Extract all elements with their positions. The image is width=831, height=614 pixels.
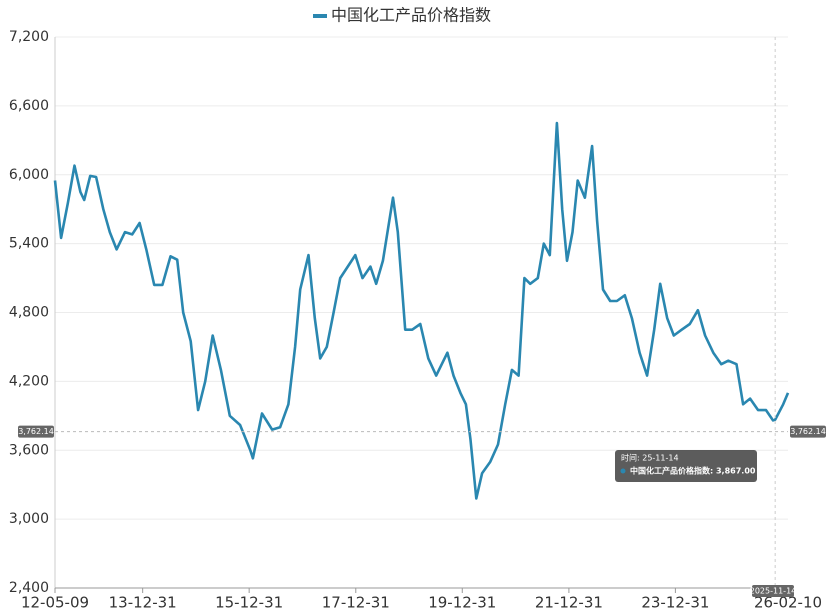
tooltip-bg xyxy=(615,450,757,482)
tooltip-dot xyxy=(620,468,626,474)
y-tick-label: 5,400 xyxy=(9,236,49,252)
x-tick-label: 12-05-09 xyxy=(21,594,89,612)
y-tick-label: 4,800 xyxy=(9,305,49,321)
x-tick-label: 23-12-31 xyxy=(641,594,709,612)
crosshair-label-bg xyxy=(18,425,54,438)
line-series xyxy=(53,121,790,500)
crosshair-label-bg xyxy=(790,425,826,438)
y-tick-label: 6,600 xyxy=(9,98,49,114)
x-tick-label: 26-02-10 xyxy=(754,594,822,612)
crosshair-x-label-bg xyxy=(752,585,794,597)
x-tick-label: 17-12-31 xyxy=(322,594,390,612)
y-tick-label: 2,400 xyxy=(9,580,49,596)
crosshair-x-label: 2025-11-14 xyxy=(750,587,797,596)
crosshair-y-label: 3,762.14 xyxy=(790,427,826,436)
x-tick-label: 21-12-31 xyxy=(535,594,603,612)
x-tick-label: 13-12-31 xyxy=(109,594,177,612)
crosshair-y-label: 3,762.14 xyxy=(18,427,54,436)
tooltip-value: 中国化工产品价格指数: 3,867.00 xyxy=(630,466,756,476)
y-tick-label: 4,200 xyxy=(9,373,49,389)
x-tick-label: 19-12-31 xyxy=(428,594,496,612)
x-tick-label: 15-12-31 xyxy=(215,594,283,612)
tooltip-time: 时间: 25-11-14 xyxy=(621,453,679,463)
legend-label: 中国化工产品价格指数 xyxy=(331,6,491,25)
y-tick-label: 6,000 xyxy=(9,167,49,183)
y-tick-label: 7,200 xyxy=(9,29,49,45)
y-tick-label: 3,600 xyxy=(9,442,49,458)
y-tick-label: 3,000 xyxy=(9,511,49,527)
